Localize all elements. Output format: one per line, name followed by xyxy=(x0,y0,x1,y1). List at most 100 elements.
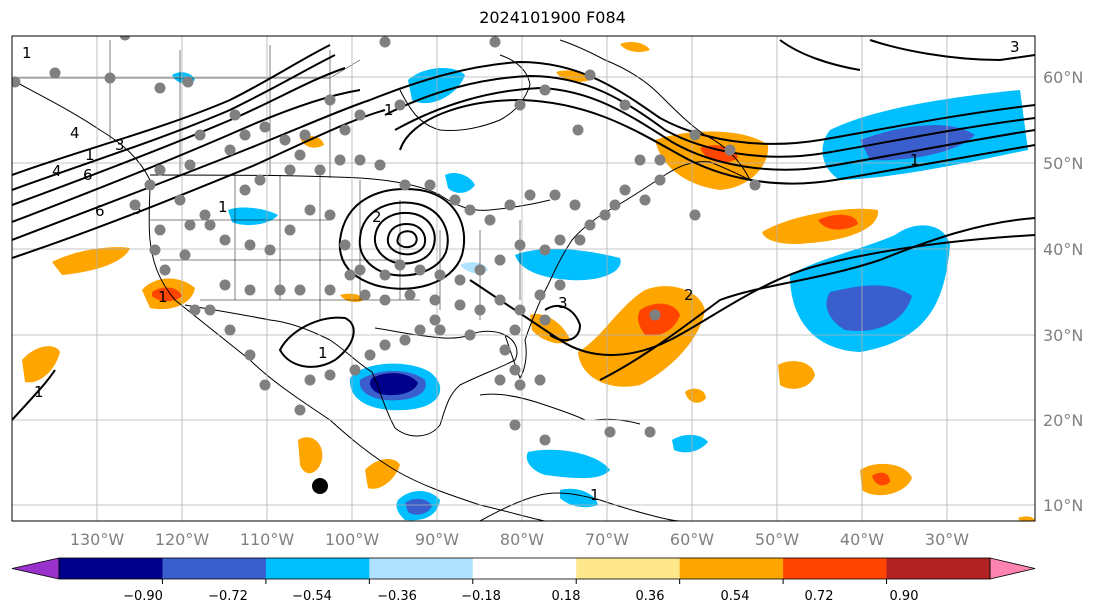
station-marker xyxy=(119,36,131,41)
station-marker xyxy=(374,159,386,171)
colorbar xyxy=(11,557,1036,584)
station-marker xyxy=(299,129,311,141)
station-marker xyxy=(184,159,196,171)
coastline-cuba xyxy=(479,393,586,421)
lat-label: 60°N xyxy=(1043,68,1083,87)
station-marker xyxy=(394,259,406,271)
station-marker xyxy=(354,154,366,166)
station-marker xyxy=(424,179,436,191)
station-marker xyxy=(219,279,231,291)
station-marker xyxy=(394,99,406,111)
station-marker xyxy=(499,344,511,356)
contour-label: 1 xyxy=(22,44,32,62)
station-marker xyxy=(549,189,561,201)
contour-label: 4 xyxy=(52,162,62,180)
lat-label: 30°N xyxy=(1043,326,1083,345)
station-marker xyxy=(334,154,346,166)
colorbar-segment xyxy=(679,558,784,579)
station-marker xyxy=(199,209,211,221)
station-marker xyxy=(724,144,736,156)
map-title: 2024101900 F084 xyxy=(479,8,626,27)
station-marker xyxy=(344,269,356,281)
contour-pacific-low xyxy=(278,316,355,368)
station-marker xyxy=(654,174,666,186)
lat-label: 20°N xyxy=(1043,411,1083,430)
contour-label: 4 xyxy=(70,124,80,142)
station-marker xyxy=(494,254,506,266)
station-marker xyxy=(304,204,316,216)
station-marker xyxy=(279,134,291,146)
station-marker xyxy=(539,314,551,326)
contour-low-4 xyxy=(386,223,427,256)
station-marker xyxy=(619,99,631,111)
map-frame xyxy=(11,35,1036,522)
station-marker xyxy=(324,209,336,221)
colorbar-tick-label: 0.54 xyxy=(721,589,750,604)
station-marker xyxy=(324,94,336,106)
station-marker xyxy=(244,349,256,361)
contour-jet-4 xyxy=(399,98,1035,185)
anomaly-neg-us-east xyxy=(515,248,621,281)
station-marker xyxy=(274,284,286,296)
colorbar-extend-high xyxy=(989,557,1036,580)
station-marker xyxy=(349,364,361,376)
contour-line-4 xyxy=(12,89,361,223)
contour-label: 2 xyxy=(684,286,694,304)
contour-jet-3 xyxy=(394,86,1035,171)
station-marker xyxy=(314,164,326,176)
anomaly-pos-small-1 xyxy=(685,388,706,403)
contour-label: 6 xyxy=(83,166,93,184)
colorbar-tick-label: 0.72 xyxy=(805,589,834,604)
station-marker xyxy=(379,339,391,351)
anomaly-pos-bermuda xyxy=(778,361,815,389)
lon-label: 130°W xyxy=(70,530,125,549)
station-marker xyxy=(12,76,21,88)
station-marker xyxy=(584,219,596,231)
contours xyxy=(12,39,1035,421)
anomaly-neg-caribbean xyxy=(526,449,610,479)
colorbar-tick-label: −0.54 xyxy=(292,589,332,604)
station-marker xyxy=(572,124,584,136)
station-marker xyxy=(644,426,656,438)
station-marker xyxy=(474,304,486,316)
anomaly-pos-mid-atlantic-core xyxy=(818,214,858,230)
station-marker xyxy=(494,374,506,386)
station-marker xyxy=(539,434,551,446)
contour-label-group: 1 4 1 3 6 6 3 4 1 2 1 1 1 1 2 3 1 3 1 xyxy=(22,38,1020,504)
station-marker xyxy=(379,36,391,48)
contour-label: 1 xyxy=(218,198,228,216)
contour-label: 1 xyxy=(590,486,600,504)
station-marker xyxy=(224,144,236,156)
contour-label: 2 xyxy=(372,208,382,226)
contour-label: 1 xyxy=(85,146,95,164)
station-marker xyxy=(182,76,194,88)
contour-label: 3 xyxy=(1010,38,1020,56)
station-marker xyxy=(324,369,336,381)
anomaly-pos-small-6 xyxy=(1018,516,1035,521)
contour-line-2 xyxy=(12,54,336,191)
station-marker xyxy=(354,264,366,276)
border-us-canada xyxy=(149,174,551,211)
station-marker xyxy=(104,72,116,84)
station-marker xyxy=(554,234,566,246)
contour-label: 1 xyxy=(910,151,920,169)
lon-label: 30°W xyxy=(925,530,969,549)
station-marker xyxy=(554,279,566,291)
station-marker xyxy=(609,199,621,211)
colorbar-segment xyxy=(369,558,474,579)
station-marker xyxy=(204,219,216,231)
station-marker xyxy=(514,99,526,111)
station-marker xyxy=(294,404,306,416)
colorbar-segment xyxy=(265,558,370,579)
station-marker xyxy=(399,334,411,346)
station-marker xyxy=(539,84,551,96)
station-marker xyxy=(179,249,191,261)
anomaly-neg-great-lakes xyxy=(445,173,475,193)
station-marker xyxy=(454,274,466,286)
station-marker xyxy=(304,374,316,386)
contour-label: 3 xyxy=(115,136,125,154)
colorbar-tick-label: −0.72 xyxy=(208,589,248,604)
station-marker xyxy=(244,239,256,251)
station-marker xyxy=(159,264,171,276)
colorbar-tick-label: 0.90 xyxy=(890,589,919,604)
